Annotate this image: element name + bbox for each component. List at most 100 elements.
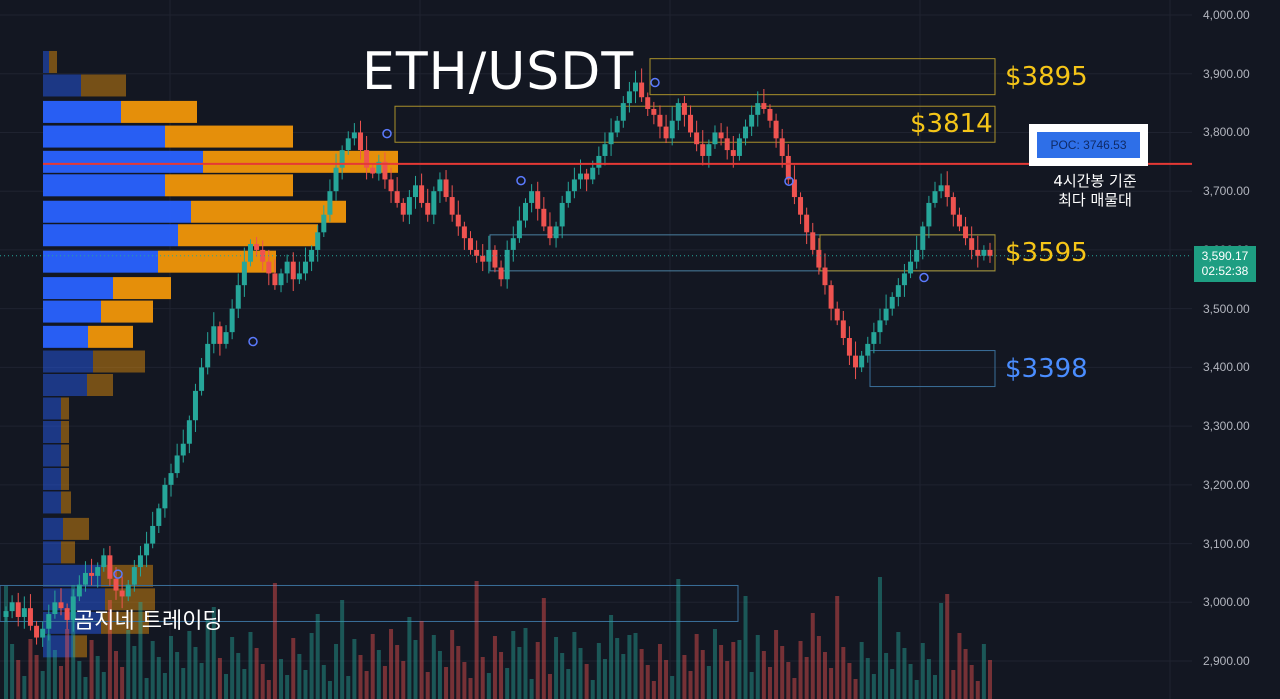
volume-profile-bar-sell — [81, 74, 126, 97]
pivot-marker — [382, 128, 392, 139]
candle-body — [119, 590, 125, 597]
candle-body — [52, 602, 58, 615]
candle-body — [565, 191, 571, 203]
volume-bar — [144, 678, 149, 699]
candle-body — [700, 144, 706, 156]
candle-body — [730, 150, 736, 156]
level-label-3398: $3398 — [1005, 353, 1088, 384]
volume-bar — [975, 681, 980, 699]
volume-bar — [413, 640, 418, 699]
volume-bar — [755, 635, 760, 699]
volume-profile-bar-buy — [43, 350, 93, 373]
volume-bar — [456, 646, 461, 699]
candle-body — [156, 508, 162, 526]
candle-body — [27, 608, 33, 626]
y-tick-label: 3,700.00 — [1203, 184, 1250, 199]
candle-body — [859, 355, 865, 368]
candle-body — [315, 232, 321, 250]
volume-profile-bar-buy — [43, 635, 73, 658]
level-zone — [819, 234, 996, 272]
volume-bar — [217, 658, 222, 699]
candle-body — [755, 103, 761, 115]
volume-bar — [945, 594, 950, 699]
volume-bar — [364, 671, 369, 699]
volume-bar — [560, 653, 565, 699]
candle-body — [46, 614, 52, 629]
volume-bar — [926, 659, 931, 699]
level-label-3595: $3595 — [1005, 237, 1088, 268]
candle-body — [639, 82, 645, 98]
candle-body — [394, 191, 400, 203]
candle-body — [150, 525, 156, 544]
volume-bar — [272, 583, 277, 699]
volume-profile-bar-sell — [49, 50, 57, 73]
level-zone — [489, 234, 996, 272]
candle-body — [798, 197, 804, 215]
poc-callout: POC: 3746.53 — [1029, 124, 1148, 166]
volume-bar — [988, 660, 992, 699]
candle-body — [480, 255, 486, 262]
candle-body — [241, 261, 247, 286]
candle-body — [467, 238, 473, 250]
level-label-3895: $3895 — [1005, 61, 1088, 92]
volume-bar — [841, 647, 846, 699]
candle-body — [498, 267, 504, 280]
y-tick-label: 3,500.00 — [1203, 301, 1250, 316]
volume-bar — [120, 667, 125, 699]
volume-profile-bar-sell — [73, 635, 87, 658]
candle-body — [608, 132, 614, 145]
candle-body — [688, 114, 694, 133]
candle-body — [223, 332, 229, 344]
candle-body — [559, 202, 565, 227]
volume-profile-bar-sell — [61, 467, 69, 490]
volume-bar — [480, 657, 485, 699]
candle-body — [779, 138, 785, 156]
candle-body — [504, 249, 510, 280]
volume-bar — [303, 670, 308, 699]
volume-bar — [22, 676, 27, 699]
volume-profile-bar-buy — [43, 174, 165, 197]
y-tick-label: 3,000.00 — [1203, 595, 1250, 610]
candle-body — [822, 267, 828, 286]
volume-bar — [187, 631, 192, 699]
volume-bar — [260, 664, 265, 699]
volume-bar — [725, 661, 730, 699]
candle-body — [174, 455, 180, 474]
pivot-marker — [248, 336, 258, 347]
candle-body — [321, 214, 327, 233]
volume-profile-bar-sell — [165, 174, 293, 197]
candle-body — [963, 226, 969, 239]
candle-body — [302, 261, 308, 274]
y-tick-label: 3,900.00 — [1203, 66, 1250, 81]
candle-body — [846, 338, 852, 356]
volume-bar — [810, 613, 815, 699]
candle-body — [34, 625, 40, 638]
volume-bar — [737, 640, 742, 699]
volume-bar — [205, 619, 210, 699]
candle-body — [376, 161, 382, 174]
candle-body — [101, 555, 107, 568]
candle-body — [675, 103, 681, 121]
volume-bar — [572, 632, 577, 699]
volume-bar — [578, 648, 583, 699]
volume-bar — [902, 648, 907, 699]
volume-bar — [627, 635, 632, 699]
candle-body — [633, 82, 639, 92]
volume-bar — [28, 639, 33, 699]
candle-body — [266, 261, 272, 274]
candle-body — [614, 120, 620, 133]
volume-bar — [401, 661, 406, 699]
volume-bar — [602, 659, 607, 699]
candle-body — [718, 132, 724, 139]
volume-bar — [499, 652, 504, 699]
volume-bar — [896, 632, 901, 699]
level-zone — [649, 58, 996, 96]
candle-body — [284, 261, 290, 274]
candle-body — [162, 484, 168, 509]
volume-bar — [743, 596, 748, 699]
volume-bar — [327, 681, 332, 699]
candle-body — [186, 420, 192, 444]
candle-body — [327, 191, 333, 215]
volume-profile-bar-buy — [43, 467, 61, 490]
